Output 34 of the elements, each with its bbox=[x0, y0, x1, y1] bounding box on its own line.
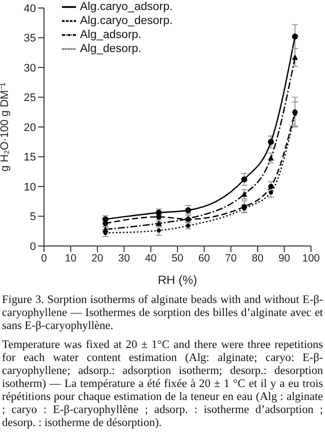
y-tick-label: 25 bbox=[24, 92, 36, 104]
text: Temperature was fixed at 20 ± 1°C and there were three repetitions for each water content estimation (Alg: alginate; caryo: E-β-caryophyllene; adsorp.: adsorption isotherm; desorp.: desorption isotherm) — La température a été fixée à 20 ± 1 °C et il y a eu trois répétitions pour chaque estimation de la teneur en eau (Alg : alginate ; caryo : E-β-caryophyllène ; adsorp. : isotherme d’adsorption ; desorp. : isotherme de désorption). bbox=[2, 339, 323, 430]
x-tick-label: 90 bbox=[278, 252, 290, 264]
x-tick-label: 50 bbox=[172, 252, 184, 264]
y-tick-label: 30 bbox=[24, 62, 36, 74]
x-tick-label: 0 bbox=[41, 252, 48, 264]
y-tick-label: 35 bbox=[24, 32, 36, 45]
point bbox=[241, 191, 248, 197]
x-tick-label: 10 bbox=[64, 252, 77, 264]
y-tick-label: 40 bbox=[24, 2, 36, 15]
legend-label: Alg.caryo_desorp. bbox=[80, 15, 173, 28]
x-tick-label: 70 bbox=[225, 252, 237, 264]
y-tick-label: 0 bbox=[30, 240, 36, 253]
x-axis-title: RH (%) bbox=[158, 273, 198, 287]
legend-label: Alg_desorp. bbox=[80, 43, 142, 56]
x-tick-label: 20 bbox=[92, 252, 104, 264]
y-tick-label: 5 bbox=[30, 211, 36, 224]
point bbox=[292, 34, 298, 40]
y-tick-label: 20 bbox=[24, 122, 36, 134]
point bbox=[268, 154, 274, 160]
y-axis-title: g H₂O·100 g DM⁻¹ bbox=[0, 82, 11, 172]
point bbox=[268, 138, 274, 145]
x-tick-label: 40 bbox=[144, 252, 157, 264]
legend-label: Alg.caryo_adsorp. bbox=[80, 1, 173, 14]
text: Figure 3. Sorption isotherms of alginate beads with and without E-β-caryophyllene — Isothermes de sorption des billes d’alginate avec et sans E-β-caryophyllène. bbox=[2, 294, 323, 333]
point bbox=[241, 176, 248, 182]
x-tick-label: 60 bbox=[198, 252, 210, 264]
x-tick-label: 80 bbox=[252, 252, 264, 264]
y-tick-label: 15 bbox=[24, 152, 36, 164]
legend-label: Alg_adsorp. bbox=[80, 29, 142, 42]
x-tick-label: 30 bbox=[118, 252, 130, 264]
x-tick-label: 100 bbox=[302, 252, 320, 264]
point bbox=[292, 54, 298, 60]
y-tick-label: 10 bbox=[24, 181, 36, 194]
